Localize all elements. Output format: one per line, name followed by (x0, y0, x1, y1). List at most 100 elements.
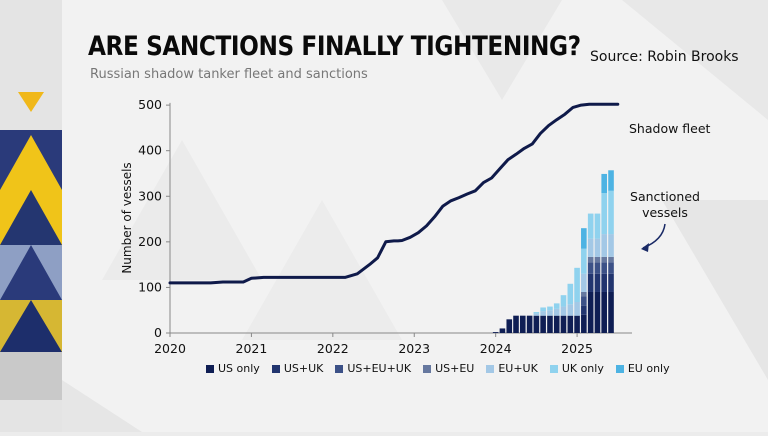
bar-segment (533, 312, 540, 314)
legend-item: EU only (615, 362, 670, 375)
left-strip-block (0, 352, 62, 400)
legend-label: EU+UK (498, 362, 538, 375)
bar-segment (526, 315, 533, 333)
sanctioned-label-line2: vessels (642, 205, 688, 220)
decor-triangle (102, 140, 262, 280)
legend-item: US only (206, 362, 260, 375)
y-tick-label: 200 (138, 234, 162, 249)
bar-segment (553, 308, 560, 316)
bar-segment (574, 267, 580, 303)
legend-item: EU+UK (486, 362, 538, 375)
bar-segment (533, 315, 540, 333)
line-series (168, 102, 620, 285)
bar-segment (547, 315, 553, 333)
left-strip-triangle (0, 190, 62, 245)
bar-segment (574, 302, 580, 316)
annotation-arrowhead (641, 243, 649, 252)
bar-segment (506, 319, 513, 333)
bar-segment (547, 306, 553, 311)
x-tick-label: 2024 (480, 341, 512, 356)
legend-swatch (549, 364, 558, 373)
bar-segment (553, 315, 560, 333)
bar-segment (587, 238, 594, 257)
bar-segment (560, 306, 567, 316)
legend-item: UK only (549, 362, 604, 375)
bar-segment (594, 238, 601, 257)
bar-segment (608, 190, 614, 235)
bar-segment (513, 315, 519, 333)
x-tick-label: 2021 (236, 341, 268, 356)
bar-segment (587, 213, 594, 239)
y-tick-label: 300 (138, 188, 162, 203)
y-tick-label: 100 (138, 279, 162, 294)
bar-segment (608, 234, 614, 257)
legend-label: EU only (627, 362, 670, 375)
bar-segment (594, 262, 601, 274)
bar-segment (581, 296, 587, 306)
bar-segment (601, 273, 607, 292)
y-tick-label: 400 (138, 143, 162, 158)
legend-label: US+EU (435, 362, 475, 375)
shadow-fleet-label: Shadow fleet (629, 121, 711, 136)
y-tick-label: 0 (154, 325, 162, 340)
bar-segment (581, 291, 587, 297)
bar-series (492, 170, 614, 333)
legend-item: US+EU+UK (335, 362, 411, 375)
bar-segment (594, 291, 601, 333)
y-axis-label: Number of vessels (120, 162, 134, 273)
bar-segment (608, 262, 614, 274)
bar-segment (581, 248, 587, 274)
legend-item: US+EU (423, 362, 474, 375)
chart-subtitle: Russian shadow tanker fleet and sanction… (90, 67, 368, 82)
bar-segment (567, 304, 574, 316)
legend-swatch (271, 364, 280, 373)
bar-segment (581, 314, 587, 333)
yellow-arrow-icon (18, 92, 44, 112)
legend-swatch (486, 364, 495, 373)
bar-segment (594, 273, 601, 292)
bar-segment (587, 262, 594, 274)
bar-segment (540, 311, 546, 316)
bar-segment (492, 332, 499, 333)
legend-label: US only (218, 362, 260, 375)
bar-segment (553, 303, 560, 309)
chart-title: ARE SANCTIONS FINALLY TIGHTENING? (88, 31, 581, 62)
legend-swatch (423, 364, 432, 373)
bar-segment (560, 295, 567, 307)
legend-swatch (335, 364, 344, 373)
bar-segment (601, 193, 607, 235)
left-strip-triangle (0, 245, 62, 300)
bar-segment (601, 173, 607, 194)
bar-segment (601, 234, 607, 257)
chart-panel (62, 0, 768, 432)
y-tick-label: 500 (138, 97, 162, 112)
legend-swatch (615, 364, 624, 373)
bar-segment (608, 170, 614, 191)
bar-segment (560, 315, 567, 333)
x-tick-label: 2020 (154, 341, 186, 356)
legend: US only US+UK US+EU+UK US+EU EU+UK UK only EU … (206, 362, 670, 375)
bar-segment (608, 291, 614, 333)
decor-triangle (242, 200, 402, 340)
bar-segment (567, 315, 574, 333)
bar-segment (574, 315, 580, 333)
bar-segment (608, 256, 614, 263)
left-strip-triangle (0, 135, 62, 190)
bar-segment (581, 273, 587, 292)
bar-segment (581, 305, 587, 315)
sanctioned-label-line1: Sanctioned (630, 189, 700, 204)
bar-segment (581, 228, 587, 249)
panel-triangles (62, 0, 768, 432)
bar-segment (601, 256, 607, 263)
decor-triangle (662, 200, 768, 380)
bar-segment (499, 328, 506, 333)
bar-segment (587, 273, 594, 292)
x-tick-label: 2025 (561, 341, 593, 356)
bar-segment (608, 273, 614, 292)
decor-triangle (622, 0, 768, 120)
bar-segment (587, 256, 594, 263)
source-credit: Source: Robin Brooks (590, 49, 739, 65)
legend-label: US+UK (283, 362, 324, 375)
